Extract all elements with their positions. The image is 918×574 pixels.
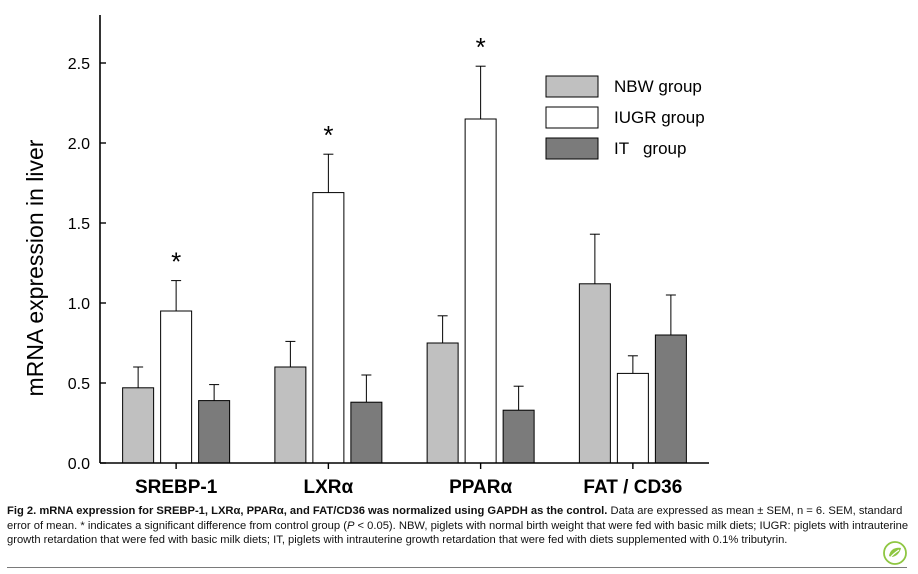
legend-swatch <box>545 75 599 98</box>
bar <box>198 400 231 464</box>
bar <box>654 334 687 464</box>
x-tick-label: LXRα <box>304 477 354 498</box>
legend: NBW group IUGR group IT group <box>545 75 705 160</box>
publisher-leaf-icon <box>883 541 907 565</box>
figure-caption: Fig 2. mRNA expression for SREBP-1, LXRα… <box>7 504 912 548</box>
y-axis: 0.0 0.5 1.0 1.5 2.0 2.5 <box>68 15 106 473</box>
legend-label: NBW group <box>614 77 702 96</box>
legend-label: IT group <box>614 139 686 158</box>
bar <box>616 372 649 464</box>
caption-body: Data are expressed as mean ± SEM, n = 6.… <box>7 505 903 532</box>
bar <box>350 401 383 464</box>
y-tick-label: 2.5 <box>68 56 90 73</box>
bar <box>426 342 459 464</box>
significance-marker: * <box>171 247 181 277</box>
y-tick-label: 0.0 <box>68 456 90 473</box>
x-axis: SREBP-1 LXRα PPARα FAT / CD36 <box>100 462 709 498</box>
y-tick-label: 0.5 <box>68 376 90 393</box>
caption-p-symbol: P <box>346 519 355 532</box>
legend-swatch <box>545 137 599 160</box>
y-axis-label: mRNA expression in liver <box>22 139 48 396</box>
caption-divider <box>7 567 907 568</box>
bar <box>578 283 611 464</box>
legend-label: IUGR group <box>614 108 705 127</box>
legend-swatch <box>545 106 599 129</box>
bar-chart: 0.0 0.5 1.0 1.5 2.0 2.5 * * * SREBP-1 LXRα PPARα F… <box>22 15 709 498</box>
bar <box>160 310 193 464</box>
bar <box>502 409 535 464</box>
x-tick-label: SREBP-1 <box>135 477 218 498</box>
y-tick-label: 1.0 <box>68 296 90 313</box>
caption-lead: Fig 2. mRNA expression for SREBP-1, LXRα… <box>7 505 608 517</box>
bar <box>312 192 345 464</box>
bar <box>274 366 307 464</box>
caption-body-end: < 0.05). NBW, piglets with normal birth … <box>7 519 909 547</box>
y-tick-label: 1.5 <box>68 216 90 233</box>
y-tick-label: 2.0 <box>68 136 90 153</box>
bar <box>464 118 497 464</box>
significance-marker: * <box>323 120 333 150</box>
x-tick-label: PPARα <box>449 477 512 498</box>
bar-groups: * * * <box>122 32 687 464</box>
significance-marker: * <box>476 32 486 62</box>
x-tick-label: FAT / CD36 <box>583 477 682 498</box>
bar <box>122 387 155 464</box>
